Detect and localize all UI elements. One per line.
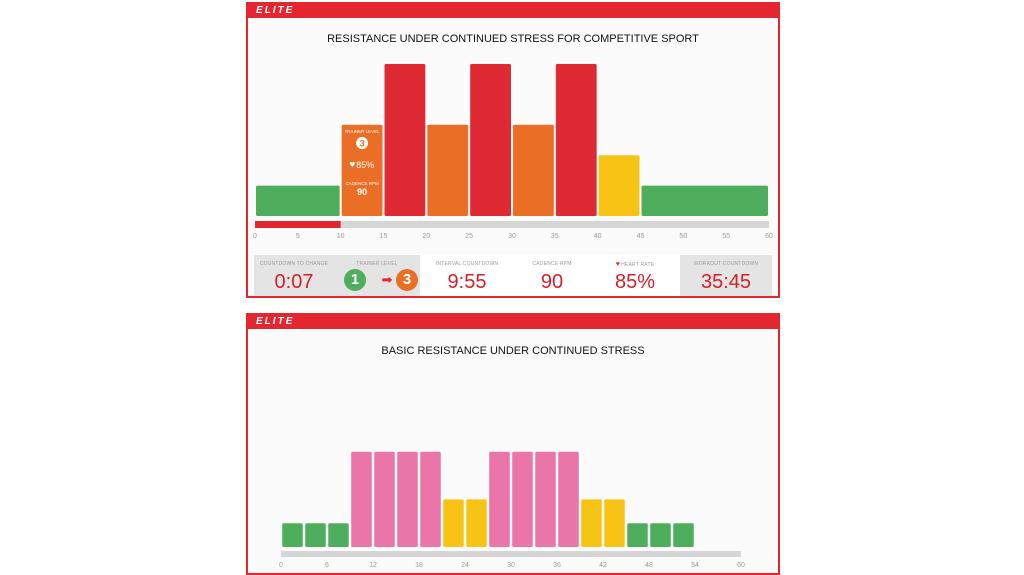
stat-interval-countdown: INTERVAL COUNTDOWN 9:55 xyxy=(420,255,514,296)
bar xyxy=(641,185,768,216)
x-tick-label: 10 xyxy=(337,233,345,240)
bar xyxy=(513,124,554,216)
bar xyxy=(351,451,372,547)
bar xyxy=(673,523,694,547)
stat-label: WORKOUT COUNTDOWN xyxy=(693,261,759,267)
brand-logo: ELITE xyxy=(256,316,295,327)
bar xyxy=(535,451,556,547)
stat-trainer-level: TRAINER LEVEL 1 ➡ 3 xyxy=(334,255,420,296)
x-tick-label: 36 xyxy=(553,562,561,569)
arrow-right-icon: ➡ xyxy=(381,272,393,287)
bar xyxy=(374,451,395,547)
x-tick-label: 55 xyxy=(722,233,730,240)
heart-icon: ♥ xyxy=(349,161,355,169)
bar xyxy=(489,451,510,547)
tooltip-heart-rate: 85% xyxy=(356,160,374,170)
bar xyxy=(256,185,340,216)
bar xyxy=(581,499,602,547)
stat-value: 90 xyxy=(540,271,564,293)
heart-icon: ♥ xyxy=(615,261,621,268)
progress-track xyxy=(281,551,741,557)
bar xyxy=(627,523,648,547)
bar xyxy=(650,523,671,547)
stat-value: 9:55 xyxy=(447,271,487,293)
bar xyxy=(443,499,464,547)
bar xyxy=(604,499,625,547)
stats-bar: COUNTDOWN TO CHANGE 0:07 TRAINER LEVEL 1… xyxy=(254,255,772,296)
bar xyxy=(466,499,487,547)
x-tick-label: 24 xyxy=(461,562,469,569)
panel-header: ELITE xyxy=(248,4,778,18)
stat-countdown-to-change: COUNTDOWN TO CHANGE 0:07 xyxy=(254,255,334,296)
x-tick-label: 35 xyxy=(551,233,559,240)
tooltip-trainer-level-label: TRAINER LEVEL xyxy=(345,129,381,134)
x-tick-label: 48 xyxy=(645,562,653,569)
stat-label: COUNTDOWN TO CHANGE xyxy=(259,261,329,267)
x-tick-label: 50 xyxy=(679,233,687,240)
x-tick-label: 15 xyxy=(380,233,388,240)
x-tick-label: 30 xyxy=(507,562,515,569)
heart-rate-label: HEART RATE xyxy=(621,262,655,268)
trainer-level-to-badge: 3 xyxy=(396,269,418,291)
progress-track xyxy=(255,221,769,228)
bar xyxy=(598,155,640,216)
chart-competitive: 0 5 10 15 20 25 30 35 40 45 50 55 60 TRAINER LEVEL 3 ♥ 8… xyxy=(253,64,773,240)
x-tick-label: 40 xyxy=(594,233,602,240)
stat-label: INTERVAL COUNTDOWN xyxy=(435,261,499,267)
bar xyxy=(397,451,418,547)
x-tick-label: 5 xyxy=(296,233,300,240)
bar xyxy=(328,523,349,547)
tooltip-cadence: 90 xyxy=(357,187,367,197)
bar xyxy=(555,64,597,216)
x-tick-label: 42 xyxy=(599,562,607,569)
brand-logo: ELITE xyxy=(256,5,295,16)
stat-value: 0:07 xyxy=(274,271,314,293)
bar xyxy=(470,64,511,216)
x-tick-label: 30 xyxy=(508,233,516,240)
x-tick-label: 25 xyxy=(465,233,473,240)
chart-title-competitive: RESISTANCE UNDER CONTINUED STRESS FOR CO… xyxy=(327,33,699,45)
x-tick-label: 12 xyxy=(369,562,377,569)
x-tick-label: 45 xyxy=(637,233,645,240)
workout-panel-basic: ELITE BASIC RESISTANCE UNDER CONTINUED S… xyxy=(246,313,780,575)
stat-label: ♥HEART RATE xyxy=(590,261,680,268)
stat-cadence: CADENCE RPM 90 xyxy=(514,255,590,296)
stat-label: CADENCE RPM xyxy=(532,261,572,267)
chart-title-basic: BASIC RESISTANCE UNDER CONTINUED STRESS xyxy=(381,345,645,357)
panel-header: ELITE xyxy=(248,315,778,329)
bar xyxy=(305,523,326,547)
workout-panel-competitive: ELITE RESISTANCE UNDER CONTINUED STRESS … xyxy=(246,2,780,298)
bar xyxy=(384,64,426,216)
stat-workout-countdown: WORKOUT COUNTDOWN 35:45 xyxy=(680,255,772,296)
bar xyxy=(558,451,579,547)
bar xyxy=(512,451,533,547)
bar xyxy=(420,451,441,547)
x-tick-label: 18 xyxy=(415,562,423,569)
bar xyxy=(341,124,383,216)
x-tick-label: 0 xyxy=(253,233,257,240)
tooltip-cadence-label: CADENCE RPM xyxy=(345,181,379,186)
x-tick-label: 54 xyxy=(691,562,699,569)
stat-label: TRAINER LEVEL xyxy=(356,261,398,267)
stat-heart-rate: ♥HEART RATE 85% xyxy=(590,255,680,296)
bar xyxy=(427,124,469,216)
stat-value: 85% xyxy=(614,271,656,293)
x-tick-label: 60 xyxy=(737,562,745,569)
chart-basic: 0 6 12 18 24 30 36 42 48 54 60 xyxy=(279,451,745,569)
bar xyxy=(282,523,303,547)
x-tick-label: 60 xyxy=(765,233,773,240)
progress-fill xyxy=(255,221,341,228)
x-tick-label: 0 xyxy=(279,562,283,569)
trainer-level-from-badge: 1 xyxy=(344,269,366,291)
x-tick-label: 6 xyxy=(325,562,329,569)
stat-value: 35:45 xyxy=(700,271,752,293)
tooltip-level-badge xyxy=(356,137,369,149)
tooltip-trainer-level: 3 xyxy=(360,139,365,149)
x-tick-label: 20 xyxy=(422,233,430,240)
